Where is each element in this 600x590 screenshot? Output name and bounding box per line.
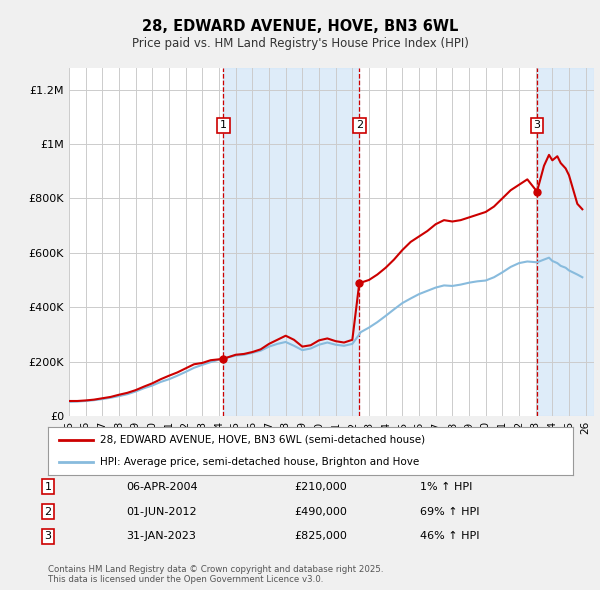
Text: 31-JAN-2023: 31-JAN-2023 xyxy=(126,532,196,541)
Text: 01-JUN-2012: 01-JUN-2012 xyxy=(126,507,197,516)
Text: 3: 3 xyxy=(44,532,52,541)
Text: 1: 1 xyxy=(220,120,227,130)
Text: 46% ↑ HPI: 46% ↑ HPI xyxy=(420,532,479,541)
Text: Contains HM Land Registry data © Crown copyright and database right 2025.
This d: Contains HM Land Registry data © Crown c… xyxy=(48,565,383,584)
Bar xyxy=(223,68,359,416)
Text: 2: 2 xyxy=(44,507,52,516)
Text: 69% ↑ HPI: 69% ↑ HPI xyxy=(420,507,479,516)
Text: 1% ↑ HPI: 1% ↑ HPI xyxy=(420,482,472,491)
Text: £490,000: £490,000 xyxy=(294,507,347,516)
Text: HPI: Average price, semi-detached house, Brighton and Hove: HPI: Average price, semi-detached house,… xyxy=(101,457,420,467)
Text: 06-APR-2004: 06-APR-2004 xyxy=(126,482,197,491)
Text: 2: 2 xyxy=(356,120,363,130)
Text: 3: 3 xyxy=(533,120,541,130)
Bar xyxy=(537,68,594,416)
Text: 28, EDWARD AVENUE, HOVE, BN3 6WL: 28, EDWARD AVENUE, HOVE, BN3 6WL xyxy=(142,19,458,34)
Text: £825,000: £825,000 xyxy=(294,532,347,541)
Text: £210,000: £210,000 xyxy=(294,482,347,491)
Text: 1: 1 xyxy=(44,482,52,491)
Text: Price paid vs. HM Land Registry's House Price Index (HPI): Price paid vs. HM Land Registry's House … xyxy=(131,37,469,50)
Text: 28, EDWARD AVENUE, HOVE, BN3 6WL (semi-detached house): 28, EDWARD AVENUE, HOVE, BN3 6WL (semi-d… xyxy=(101,435,425,445)
